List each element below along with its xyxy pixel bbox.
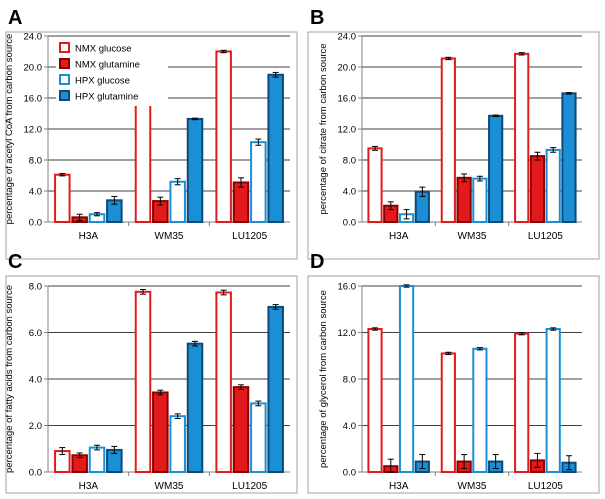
y-tick-label: 24.0 [24,32,43,43]
legend-label: NMX glucose [75,44,132,55]
panel-label: A [8,7,22,29]
y-tick-label: 8.0 [29,156,42,167]
bar-hpx-glutamine-wm35 [489,116,502,222]
bar-nmx-glucose-h3a [55,175,70,222]
y-axis-label: percentage of acetyl CoA from carbon sou… [4,34,15,225]
bar-nmx-glucose-wm35 [136,292,151,472]
bar-hpx-glucose-lu1205 [251,403,266,472]
bar-hpx-glutamine-wm35 [188,344,203,472]
legend-swatch [60,59,69,68]
y-tick-label: 0.0 [343,468,356,479]
legend-swatch [60,91,69,100]
bar-hpx-glucose-wm35 [473,179,486,222]
x-tick-label: WM35 [458,231,487,242]
y-tick-label: 0.0 [29,218,42,229]
x-tick-label: WM35 [155,481,184,492]
bar-hpx-glucose-lu1205 [547,150,560,222]
y-tick-label: 20.0 [338,63,357,74]
x-tick-label: H3A [79,481,99,492]
y-tick-label: 8.0 [343,156,356,167]
y-tick-label: 2.0 [29,421,42,432]
bar-nmx-glucose-lu1205 [515,334,528,472]
bar-hpx-glutamine-wm35 [188,119,203,222]
bar-nmx-glucose-lu1205 [216,293,231,472]
y-tick-label: 12.0 [338,328,357,339]
bar-hpx-glucose-h3a [90,448,105,472]
bar-nmx-glutamine-lu1205 [531,156,544,222]
y-tick-label: 12.0 [338,125,357,136]
bar-nmx-glutamine-lu1205 [234,182,249,222]
bar-nmx-glutamine-wm35 [458,178,471,222]
bar-nmx-glucose-wm35 [136,98,151,222]
y-tick-label: 4.0 [343,421,356,432]
y-tick-label: 12.0 [24,125,43,136]
bar-hpx-glucose-lu1205 [251,142,266,222]
x-tick-label: LU1205 [232,481,267,492]
legend-label: HPX glutamine [75,92,138,103]
x-tick-label: WM35 [155,231,184,242]
y-tick-label: 16.0 [24,94,43,105]
bar-nmx-glucose-h3a [368,148,381,222]
y-tick-label: 16.0 [338,94,357,105]
y-tick-label: 0.0 [343,218,356,229]
y-tick-label: 6.0 [29,328,42,339]
bar-nmx-glucose-wm35 [442,58,455,222]
bar-hpx-glucose-wm35 [170,182,185,222]
y-tick-label: 24.0 [338,32,357,43]
legend-label: HPX glucose [75,76,130,87]
legend: NMX glucose NMX glutamine HPX glucose HPX g… [56,38,168,106]
x-tick-label: LU1205 [232,231,267,242]
panel-label: D [310,251,324,273]
y-tick-label: 20.0 [24,63,43,74]
x-tick-label: LU1205 [528,231,563,242]
bar-nmx-glutamine-wm35 [153,392,168,472]
x-tick-label: H3A [79,231,99,242]
x-tick-label: H3A [389,481,409,492]
panel-label: C [8,251,22,273]
bar-nmx-glucose-h3a [368,329,381,472]
y-tick-label: 4.0 [343,187,356,198]
bar-nmx-glucose-lu1205 [515,54,528,222]
legend-label: NMX glutamine [75,60,140,71]
bar-hpx-glucose-lu1205 [547,329,560,472]
y-axis-label: percentage of glycerol from carbon sourc… [318,290,329,468]
figure-canvas: A 0.0 4.0 8.0 12.0 16.0 20.0 24.0 percentage of … [0,0,605,499]
bar-hpx-glutamine-lu1205 [268,75,283,222]
y-tick-label: 8.0 [343,375,356,386]
bar-hpx-glucose-h3a [400,286,413,472]
y-tick-label: 16.0 [338,282,357,293]
bar-hpx-glutamine-lu1205 [268,307,283,472]
bar-hpx-glucose-wm35 [473,349,486,472]
bar-nmx-glutamine-lu1205 [234,387,249,472]
y-tick-label: 4.0 [29,375,42,386]
legend-swatch [60,75,69,84]
y-tick-label: 4.0 [29,187,42,198]
bar-hpx-glucose-wm35 [170,416,185,472]
y-tick-label: 0.0 [29,468,42,479]
legend-swatch [60,43,69,52]
y-axis-label: percentage of citrate from carbon source [318,43,329,214]
x-tick-label: LU1205 [528,481,563,492]
bar-hpx-glutamine-lu1205 [562,93,575,222]
bar-nmx-glucose-wm35 [442,353,455,472]
bar-nmx-glucose-lu1205 [216,52,231,223]
y-axis-label: percentage of fatty acids from carbon so… [4,285,15,473]
x-tick-label: WM35 [458,481,487,492]
x-tick-label: H3A [389,231,409,242]
panel-label: B [310,7,324,29]
y-tick-label: 8.0 [29,282,42,293]
